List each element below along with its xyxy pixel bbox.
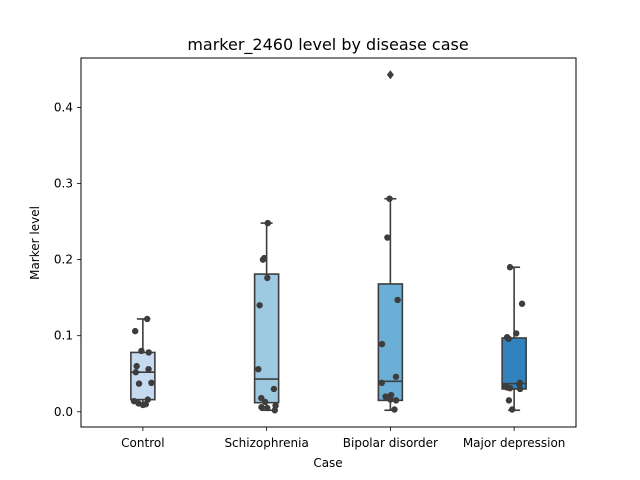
data-point xyxy=(258,404,265,411)
data-point xyxy=(148,379,155,387)
data-point xyxy=(271,407,279,414)
data-point xyxy=(264,219,271,227)
data-point xyxy=(255,365,262,373)
x-tick-label: Schizophrenia xyxy=(224,436,308,450)
data-point xyxy=(392,373,400,380)
x-tick-label: Control xyxy=(121,436,164,450)
outlier-marker xyxy=(386,70,394,80)
data-point xyxy=(145,365,152,373)
y-tick-label: 0.0 xyxy=(54,405,73,419)
data-point xyxy=(505,397,513,404)
data-point xyxy=(506,264,514,271)
data-point xyxy=(386,195,393,202)
data-point xyxy=(518,300,526,307)
data-point xyxy=(261,398,269,406)
data-point xyxy=(505,335,512,342)
y-tick-label: 0.2 xyxy=(54,253,73,267)
data-point xyxy=(139,401,147,409)
data-point xyxy=(264,274,271,282)
data-point xyxy=(391,406,398,413)
y-tick-label: 0.3 xyxy=(54,177,73,191)
plot-area: 0.0 0.1 0.2 0.3 0.4 Control Schizophrenia Bipol… xyxy=(54,57,577,450)
data-point xyxy=(516,385,524,393)
box-group-schizophrenia xyxy=(253,219,280,414)
data-point xyxy=(270,385,278,393)
y-tick-label: 0.1 xyxy=(54,329,73,343)
data-point xyxy=(138,347,145,355)
data-point xyxy=(508,406,516,413)
x-axis-label: Case xyxy=(313,456,342,470)
data-point xyxy=(392,397,400,404)
box-group-bipolar-disorder xyxy=(377,70,404,413)
box xyxy=(130,351,156,401)
data-point xyxy=(506,384,514,392)
y-axis-label: Marker level xyxy=(28,206,42,280)
box-group-control xyxy=(130,315,156,409)
data-point xyxy=(513,330,520,337)
data-point xyxy=(378,340,386,348)
data-point xyxy=(143,315,151,323)
plot-frame xyxy=(80,57,577,428)
x-tick-label: Major depression xyxy=(463,436,566,450)
box-group-major-depression xyxy=(501,264,527,413)
data-point xyxy=(264,404,271,412)
chart-title: marker_2460 level by disease case xyxy=(187,35,468,55)
data-point xyxy=(132,327,139,335)
data-point xyxy=(145,349,152,356)
data-point xyxy=(382,393,389,400)
data-point xyxy=(256,302,263,309)
data-point xyxy=(135,380,143,387)
data-point xyxy=(384,234,391,241)
data-point xyxy=(378,379,385,387)
x-tick-label: Bipolar disorder xyxy=(343,436,438,450)
data-point xyxy=(259,256,267,263)
y-tick-label: 0.4 xyxy=(54,100,73,114)
box xyxy=(253,273,280,404)
data-point xyxy=(387,396,394,403)
box xyxy=(501,337,527,390)
data-point xyxy=(394,296,401,304)
data-point xyxy=(132,369,140,376)
data-point xyxy=(133,362,140,370)
